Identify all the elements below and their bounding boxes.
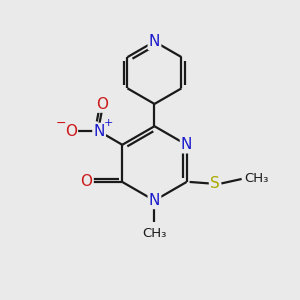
Text: N: N	[181, 137, 192, 152]
Text: N: N	[93, 124, 105, 139]
Text: CH₃: CH₃	[244, 172, 269, 185]
Text: CH₃: CH₃	[142, 227, 166, 240]
Text: −: −	[56, 117, 67, 130]
Text: +: +	[104, 118, 113, 128]
Text: N: N	[149, 193, 160, 208]
Text: S: S	[210, 176, 220, 191]
Text: N: N	[149, 34, 160, 49]
Text: O: O	[65, 124, 77, 139]
Text: O: O	[96, 97, 108, 112]
Text: O: O	[81, 175, 93, 190]
